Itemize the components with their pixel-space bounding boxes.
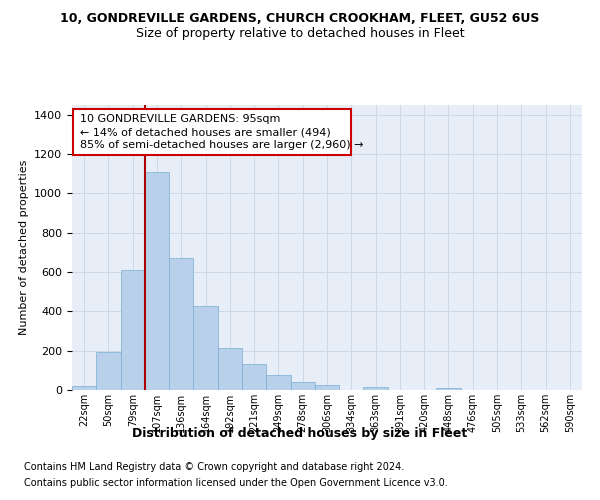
Bar (121, 270, 145, 390)
FancyBboxPatch shape (73, 109, 351, 155)
Bar (315, 385, 339, 390)
Text: 85% of semi-detached houses are larger (2,960) →: 85% of semi-detached houses are larger (… (80, 140, 364, 150)
Bar (218, 348, 242, 390)
Bar (145, 172, 169, 390)
Text: Contains public sector information licensed under the Open Government Licence v3: Contains public sector information licen… (24, 478, 448, 488)
Text: 10, GONDREVILLE GARDENS, CHURCH CROOKHAM, FLEET, GU52 6US: 10, GONDREVILLE GARDENS, CHURCH CROOKHAM… (61, 12, 539, 26)
Bar (72, 386, 96, 390)
Bar (242, 364, 266, 390)
Text: Contains HM Land Registry data © Crown copyright and database right 2024.: Contains HM Land Registry data © Crown c… (24, 462, 404, 472)
Text: Distribution of detached houses by size in Fleet: Distribution of detached houses by size … (133, 428, 467, 440)
Bar (290, 382, 315, 390)
Y-axis label: Number of detached properties: Number of detached properties (19, 160, 29, 335)
Text: ← 14% of detached houses are smaller (494): ← 14% of detached houses are smaller (49… (80, 127, 331, 137)
Bar (193, 306, 218, 390)
Text: Size of property relative to detached houses in Fleet: Size of property relative to detached ho… (136, 28, 464, 40)
Text: 10 GONDREVILLE GARDENS: 95sqm: 10 GONDREVILLE GARDENS: 95sqm (80, 114, 281, 124)
Bar (436, 388, 461, 390)
Bar (266, 376, 290, 390)
Bar (364, 388, 388, 390)
Bar (169, 258, 193, 390)
Bar (96, 352, 121, 390)
